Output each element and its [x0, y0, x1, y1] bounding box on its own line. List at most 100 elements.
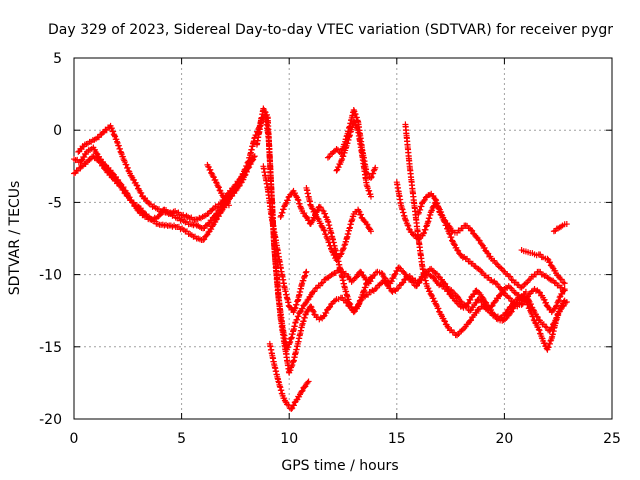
- data-point-fill: [248, 155, 255, 162]
- data-point-fill: [489, 302, 496, 309]
- x-tick-labels: 0 5 10 15 20 25: [70, 431, 621, 447]
- data-point-fill: [352, 111, 359, 118]
- data-point-fill: [442, 318, 449, 325]
- data-point-fill: [326, 304, 333, 311]
- data-point-fill: [360, 288, 367, 295]
- data-point-fill: [123, 161, 130, 168]
- data-point: [372, 164, 379, 171]
- data-point: [561, 297, 568, 304]
- data-point-fill: [556, 294, 563, 301]
- data-point-fill: [321, 227, 328, 234]
- data-point-fill: [473, 299, 480, 306]
- data-point: [363, 221, 370, 228]
- data-point: [544, 303, 551, 310]
- data-point-fill: [145, 213, 152, 220]
- data-point-fill: [348, 304, 355, 311]
- data-point: [402, 216, 409, 223]
- data-point-fill: [469, 227, 476, 234]
- data-point-fill: [481, 244, 488, 251]
- data-point: [522, 288, 529, 295]
- data-point-fill: [241, 171, 248, 178]
- data-point-fill: [418, 203, 425, 210]
- data-point: [350, 309, 357, 316]
- data-point: [497, 291, 504, 298]
- data-point-fill: [292, 304, 299, 311]
- data-point: [320, 226, 327, 233]
- data-point: [303, 268, 310, 275]
- data-point: [367, 274, 374, 281]
- data-point-fill: [555, 298, 562, 305]
- data-point-fill: [415, 209, 422, 216]
- data-point-fill: [314, 207, 321, 214]
- data-point: [367, 228, 374, 235]
- data-point: [333, 167, 340, 174]
- data-point-fill: [311, 288, 318, 295]
- y-tick-labels: 5 0 -5 -10 -15 -20: [39, 51, 62, 428]
- data-point-fill: [425, 285, 432, 292]
- data-point: [346, 300, 353, 307]
- data-point: [312, 210, 319, 217]
- data-point-fill: [420, 198, 427, 205]
- data-point: [563, 221, 570, 228]
- data-point-fill: [304, 379, 311, 386]
- data-point: [561, 287, 568, 294]
- data-point: [367, 174, 374, 181]
- data-point-fill: [508, 308, 515, 315]
- data-point: [518, 301, 525, 308]
- data-point-fill: [464, 303, 471, 310]
- data-point: [475, 236, 482, 243]
- axis-ticks: [73, 57, 613, 420]
- x-axis-label: GPS time / hours: [281, 458, 398, 474]
- data-point-fill: [309, 217, 316, 224]
- data-point-fill: [236, 182, 243, 189]
- data-point: [305, 378, 312, 385]
- data-point: [249, 154, 256, 161]
- x-tick-label: 0: [70, 431, 79, 447]
- data-point-fill: [124, 164, 131, 171]
- data-point-fill: [507, 273, 514, 280]
- data-point: [303, 213, 310, 220]
- data-point-fill: [288, 363, 295, 370]
- data-point-fill: [323, 310, 330, 317]
- data-point-fill: [311, 311, 318, 318]
- data-point: [277, 213, 284, 220]
- data-point-fill: [473, 310, 480, 317]
- data-point-fill: [215, 213, 222, 220]
- data-point-fill: [421, 229, 428, 236]
- data-point-fill: [438, 211, 445, 218]
- data-point-fill: [555, 297, 562, 304]
- data-point-fill: [417, 206, 424, 213]
- data-point-fill: [156, 212, 163, 219]
- data-point-fill: [471, 291, 478, 298]
- data-point-fill: [384, 281, 391, 288]
- y-tick-label: 0: [53, 123, 62, 139]
- data-point-fill: [560, 298, 567, 305]
- data-point-fill: [543, 299, 550, 306]
- data-point-fill: [356, 300, 363, 307]
- data-point: [109, 174, 116, 181]
- data-point: [561, 280, 568, 287]
- data-point-fill: [536, 327, 543, 334]
- data-point: [553, 303, 560, 310]
- data-point-fill: [300, 277, 307, 284]
- data-point: [428, 291, 435, 298]
- data-point-fill: [108, 125, 115, 132]
- data-point-fill: [74, 167, 81, 174]
- data-point-fill: [361, 287, 368, 294]
- data-point-fill: [355, 208, 362, 215]
- data-point-fill: [448, 227, 455, 234]
- data-point-fill: [357, 297, 364, 304]
- data-point: [337, 251, 344, 258]
- y-tick-label: -10: [39, 268, 62, 284]
- data-point-fill: [400, 279, 407, 286]
- data-point-fill: [327, 303, 334, 310]
- data-point: [286, 303, 293, 310]
- data-point-fill: [301, 210, 308, 217]
- data-point-fill: [287, 338, 294, 345]
- data-point: [301, 384, 308, 391]
- data-point-fill: [405, 225, 412, 232]
- data-point: [484, 249, 491, 256]
- x-tick-label: 15: [388, 431, 406, 447]
- data-point: [488, 303, 495, 310]
